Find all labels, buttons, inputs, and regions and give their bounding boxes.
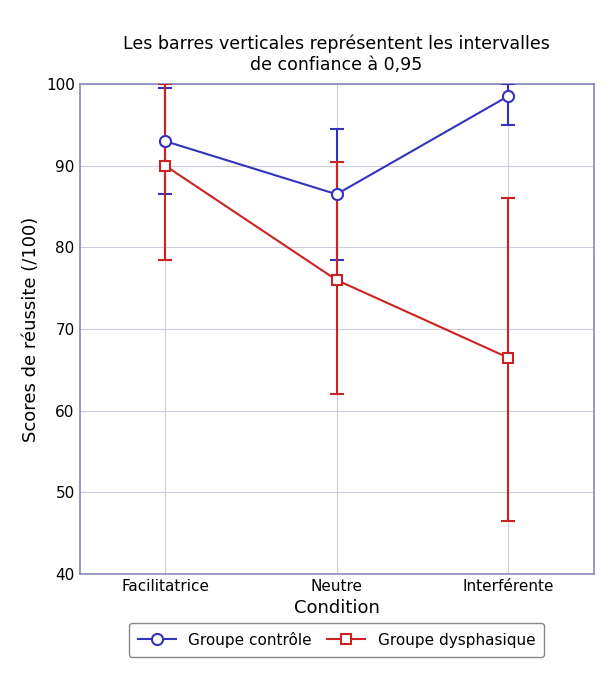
Y-axis label: Scores de réussite (/100): Scores de réussite (/100) <box>22 216 40 442</box>
X-axis label: Condition: Condition <box>294 599 379 617</box>
Legend: Groupe contrôle, Groupe dysphasique: Groupe contrôle, Groupe dysphasique <box>129 623 545 657</box>
Title: Les barres verticales représentent les intervalles
de confiance à 0,95: Les barres verticales représentent les i… <box>123 35 550 74</box>
